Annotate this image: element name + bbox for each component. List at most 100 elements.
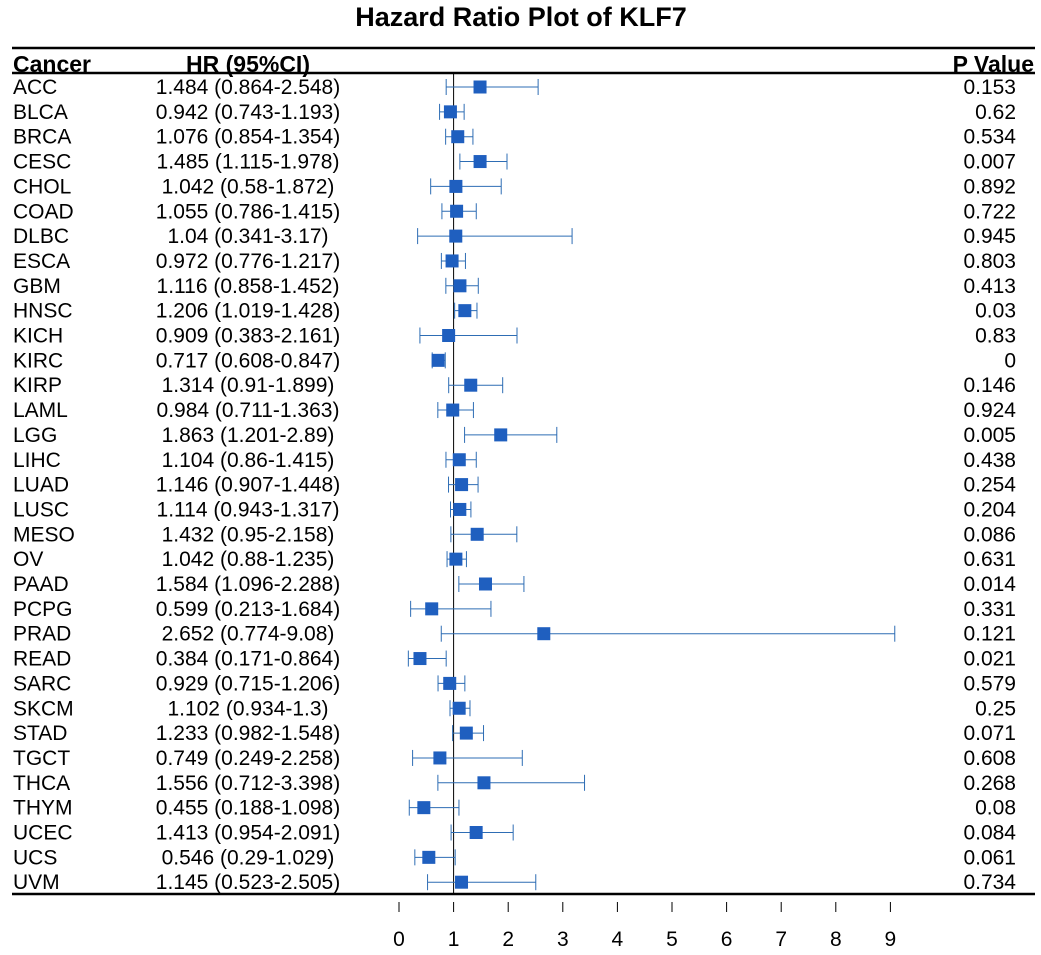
hr-point <box>451 130 465 144</box>
row-hr-ci: 1.104 (0.86-1.415) <box>162 449 335 472</box>
ci-row <box>437 774 586 791</box>
row-hr-ci: 1.076 (0.854-1.354) <box>156 126 340 149</box>
ci-row <box>410 600 492 617</box>
ci-row <box>440 625 896 642</box>
row-p-value: 0.945 <box>963 225 1016 248</box>
row-p-value: 0.121 <box>963 623 1016 646</box>
ci-row <box>454 302 478 319</box>
x-tick-label: 3 <box>557 928 569 951</box>
row-hr-ci: 1.055 (0.786-1.415) <box>156 200 340 223</box>
hr-point <box>445 254 459 268</box>
row-p-value: 0.08 <box>975 797 1016 820</box>
hr-point <box>494 428 508 442</box>
hr-point <box>455 478 469 492</box>
row-cancer: BLCA <box>13 101 68 124</box>
x-tick-label: 2 <box>502 928 514 951</box>
row-cancer: PCPG <box>13 598 73 621</box>
hr-point <box>452 453 466 467</box>
header-p-value: P Value <box>953 51 1034 77</box>
x-tick-label: 6 <box>721 928 733 951</box>
hr-point <box>453 279 467 293</box>
hr-point <box>425 602 439 616</box>
x-tick-label: 5 <box>666 928 678 951</box>
row-hr-ci: 1.413 (0.954-2.091) <box>156 822 340 845</box>
hr-point <box>413 652 427 666</box>
ci-row <box>445 451 477 468</box>
row-cancer: BRCA <box>13 126 71 149</box>
row-cancer: KIRP <box>13 374 62 397</box>
ci-row <box>446 551 467 568</box>
row-hr-ci: 1.485 (1.115-1.978) <box>157 151 340 174</box>
row-cancer: KIRC <box>13 349 63 372</box>
hr-point <box>450 204 464 218</box>
ci-row <box>437 402 474 419</box>
ci-row <box>450 824 514 841</box>
hr-point <box>464 378 478 392</box>
ci-row <box>430 178 502 195</box>
hr-point <box>431 353 445 367</box>
ci-row <box>414 849 456 866</box>
row-p-value: 0.03 <box>975 300 1016 323</box>
hr-point <box>417 801 431 815</box>
ci-row <box>464 426 558 443</box>
row-p-value: 0.413 <box>963 275 1016 298</box>
row-hr-ci: 0.972 (0.776-1.217) <box>156 250 340 273</box>
row-cancer: PRAD <box>13 623 71 646</box>
x-tick-label: 7 <box>775 928 787 951</box>
row-p-value: 0.086 <box>963 523 1016 546</box>
row-hr-ci: 1.314 (0.91-1.899) <box>162 374 335 397</box>
ci-row <box>427 874 537 891</box>
x-tick-label: 4 <box>612 928 624 951</box>
row-hr-ci: 0.749 (0.249-2.258) <box>156 747 340 770</box>
row-cancer: UCS <box>13 846 57 869</box>
row-hr-ci: 1.233 (0.982-1.548) <box>156 722 340 745</box>
row-hr-ci: 1.432 (0.95-2.158) <box>162 523 335 546</box>
hr-point <box>443 105 457 119</box>
row-p-value: 0.331 <box>963 598 1016 621</box>
row-p-value: 0.803 <box>963 250 1016 273</box>
row-p-value: 0.25 <box>975 697 1016 720</box>
row-hr-ci: 1.584 (1.096-2.288) <box>156 573 340 596</box>
header-cancer: Cancer <box>13 51 91 77</box>
row-cancer: LIHC <box>13 449 61 472</box>
x-tick-label: 1 <box>448 928 460 951</box>
ci-row <box>459 153 508 170</box>
header-hr: HR (95%CI) <box>186 51 310 77</box>
ci-row <box>431 352 446 369</box>
x-tick-label: 8 <box>830 928 842 951</box>
row-hr-ci: 0.984 (0.711-1.363) <box>157 399 340 422</box>
row-cancer: TGCT <box>13 747 70 770</box>
ci-row <box>448 476 479 493</box>
row-p-value: 0.014 <box>963 573 1016 596</box>
ci-row <box>408 799 460 816</box>
row-cancer: COAD <box>13 200 74 223</box>
row-cancer: LAML <box>13 399 68 422</box>
hr-point <box>455 875 469 889</box>
row-hr-ci: 1.145 (0.523-2.505) <box>156 871 340 894</box>
ci-row <box>419 327 518 344</box>
row-cancer: SARC <box>13 672 71 695</box>
row-hr-ci: 2.652 (0.774-9.08) <box>162 623 335 646</box>
row-p-value: 0.204 <box>963 498 1016 521</box>
x-tick-label: 0 <box>393 928 405 951</box>
row-p-value: 0.071 <box>963 722 1016 745</box>
hr-point <box>449 552 463 566</box>
row-cancer: SKCM <box>13 697 74 720</box>
row-hr-ci: 1.556 (0.712-3.398) <box>156 772 340 795</box>
row-hr-ci: 1.484 (0.864-2.548) <box>156 76 340 99</box>
row-hr-ci: 1.206 (1.019-1.428) <box>156 300 340 323</box>
ci-row <box>440 252 466 269</box>
row-p-value: 0.254 <box>963 474 1016 497</box>
row-p-value: 0.021 <box>963 648 1016 671</box>
row-cancer: UCEC <box>13 822 73 845</box>
hr-point <box>537 627 551 641</box>
ci-row <box>407 650 447 667</box>
plot-area <box>407 73 896 895</box>
hr-point <box>473 80 487 94</box>
row-hr-ci: 1.102 (0.934-1.3) <box>167 697 328 720</box>
ci-row <box>445 79 539 95</box>
ci-row <box>449 501 472 518</box>
row-p-value: 0.438 <box>963 449 1016 472</box>
row-p-value: 0.62 <box>975 101 1016 124</box>
